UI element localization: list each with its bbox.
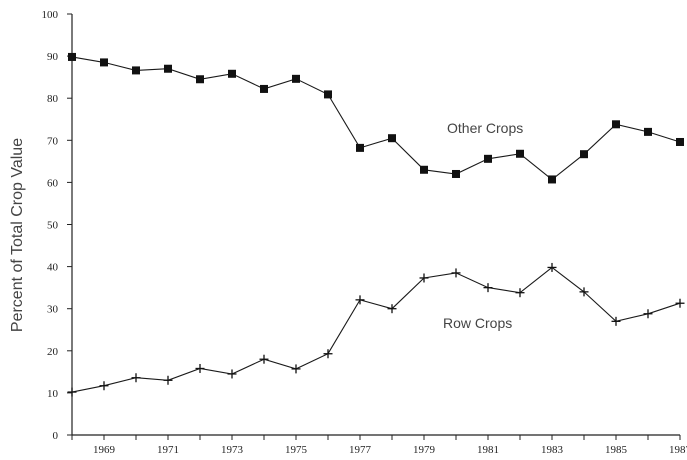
x-tick-label: 1973 bbox=[221, 444, 244, 456]
data-point-square bbox=[292, 74, 300, 83]
data-point-square bbox=[324, 90, 332, 99]
data-point-square bbox=[164, 64, 172, 73]
data-point-plus bbox=[451, 268, 461, 278]
data-point-square bbox=[644, 127, 652, 136]
data-point-plus bbox=[355, 295, 365, 305]
data-point-square bbox=[388, 134, 396, 143]
data-point-plus bbox=[515, 288, 525, 298]
data-point-square bbox=[420, 165, 428, 174]
axes bbox=[71, 14, 680, 436]
x-tick-label: 1975 bbox=[285, 444, 308, 456]
data-point-plus bbox=[323, 349, 333, 359]
data-point-plus bbox=[643, 309, 653, 319]
data-point-square bbox=[612, 120, 620, 129]
data-point-plus bbox=[547, 262, 557, 272]
data-point-plus bbox=[291, 364, 301, 374]
data-point-plus bbox=[675, 298, 685, 308]
data-point-square bbox=[68, 52, 76, 61]
data-point-square bbox=[580, 150, 588, 159]
data-point-square bbox=[548, 175, 556, 184]
y-tick-label: 80 bbox=[47, 93, 59, 105]
data-point-square bbox=[484, 154, 492, 163]
data-point-plus bbox=[387, 304, 397, 314]
y-tick-label: 90 bbox=[47, 51, 59, 63]
x-tick-label: 1987 bbox=[669, 444, 687, 456]
data-point-square bbox=[132, 66, 140, 75]
data-point-plus bbox=[163, 375, 173, 385]
y-tick-label: 50 bbox=[47, 220, 59, 232]
x-ticks: 1969 1971 1973 1975 1977 1979 1981 1983 1985 1987 bbox=[71, 435, 687, 456]
data-point-plus bbox=[227, 369, 237, 379]
data-point-square bbox=[676, 137, 684, 146]
data-point-plus bbox=[99, 381, 109, 391]
data-point-plus bbox=[579, 287, 589, 297]
data-point-plus bbox=[131, 373, 141, 383]
data-point-plus bbox=[611, 316, 621, 326]
y-tick-label: 100 bbox=[42, 9, 59, 21]
data-point-plus bbox=[67, 387, 77, 397]
data-point-square bbox=[196, 75, 204, 84]
y-tick-label: 0 bbox=[53, 430, 59, 442]
y-axis-label: Percent of Total Crop Value bbox=[9, 138, 26, 332]
data-point-plus bbox=[259, 354, 269, 364]
data-point-plus bbox=[195, 363, 205, 373]
x-tick-label: 1969 bbox=[93, 444, 116, 456]
y-tick-label: 20 bbox=[47, 346, 59, 358]
x-tick-label: 1985 bbox=[605, 444, 628, 456]
data-point-plus bbox=[419, 273, 429, 283]
markers bbox=[67, 52, 685, 397]
series-line-other-crops bbox=[71, 56, 681, 181]
data-point-plus bbox=[483, 283, 493, 293]
series-line-row-crops bbox=[71, 266, 681, 393]
data-point-square bbox=[356, 143, 364, 152]
data-point-square bbox=[452, 169, 460, 178]
y-ticks: 0 10 20 30 40 50 60 70 80 90 100 bbox=[42, 9, 72, 442]
series-label-other-crops: Other Crops bbox=[447, 120, 523, 136]
series-label-row-crops: Row Crops bbox=[443, 315, 512, 331]
x-tick-label: 1981 bbox=[477, 444, 499, 456]
data-point-square bbox=[228, 69, 236, 78]
data-point-square bbox=[100, 58, 108, 67]
y-tick-label: 40 bbox=[47, 262, 59, 274]
data-point-square bbox=[260, 84, 268, 93]
x-tick-label: 1983 bbox=[541, 444, 564, 456]
x-tick-label: 1977 bbox=[349, 444, 372, 456]
y-tick-label: 70 bbox=[47, 135, 59, 147]
data-point-square bbox=[516, 149, 524, 158]
x-tick-label: 1979 bbox=[413, 444, 436, 456]
y-tick-label: 30 bbox=[47, 304, 59, 316]
y-tick-label: 10 bbox=[47, 388, 59, 400]
series-lines bbox=[71, 56, 681, 393]
y-tick-label: 60 bbox=[47, 177, 59, 189]
x-tick-label: 1971 bbox=[157, 444, 179, 456]
